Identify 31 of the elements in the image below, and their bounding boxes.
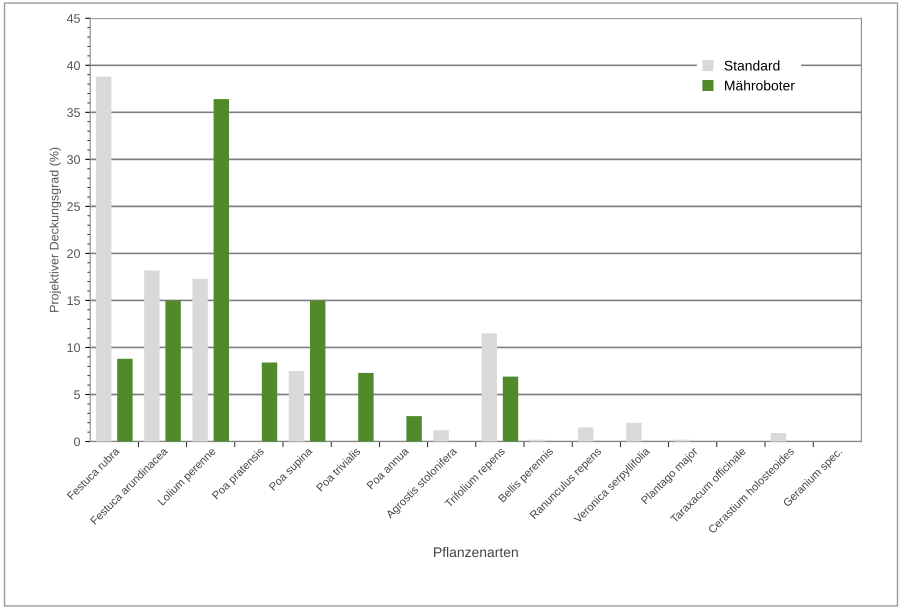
bar (578, 427, 594, 442)
y-tick-label: 35 (67, 108, 80, 117)
y-tick-label: 30 (67, 155, 80, 164)
y-axis-title: Projektiver Deckungsgrad (%) (49, 148, 62, 312)
y-tick-label: 15 (68, 296, 80, 306)
x-axis-title: Pflanzenarten (434, 546, 518, 558)
bar (310, 300, 326, 442)
bar (214, 99, 230, 442)
y-tick-label: 45 (66, 14, 80, 23)
y-tick-label: 40 (66, 61, 80, 70)
bar (433, 430, 449, 442)
bar (626, 422, 642, 442)
legend-label: Standard (724, 60, 780, 71)
bar (770, 433, 786, 442)
bar (144, 270, 160, 442)
y-tick-label: 20 (67, 249, 80, 258)
bar (502, 376, 518, 442)
bar (406, 416, 422, 442)
bar (192, 278, 208, 442)
y-tick-label: 0 (74, 437, 80, 446)
y-tick-label: 10 (68, 343, 80, 352)
bar (165, 300, 181, 442)
legend-label: Mähroboter (725, 80, 795, 90)
bar (358, 372, 374, 442)
y-tick-label: 5 (74, 390, 80, 400)
bar (288, 370, 304, 442)
bar (262, 362, 278, 442)
bar (482, 333, 498, 442)
bar (96, 76, 112, 442)
bar (117, 358, 133, 442)
y-tick-label: 25 (67, 202, 80, 212)
